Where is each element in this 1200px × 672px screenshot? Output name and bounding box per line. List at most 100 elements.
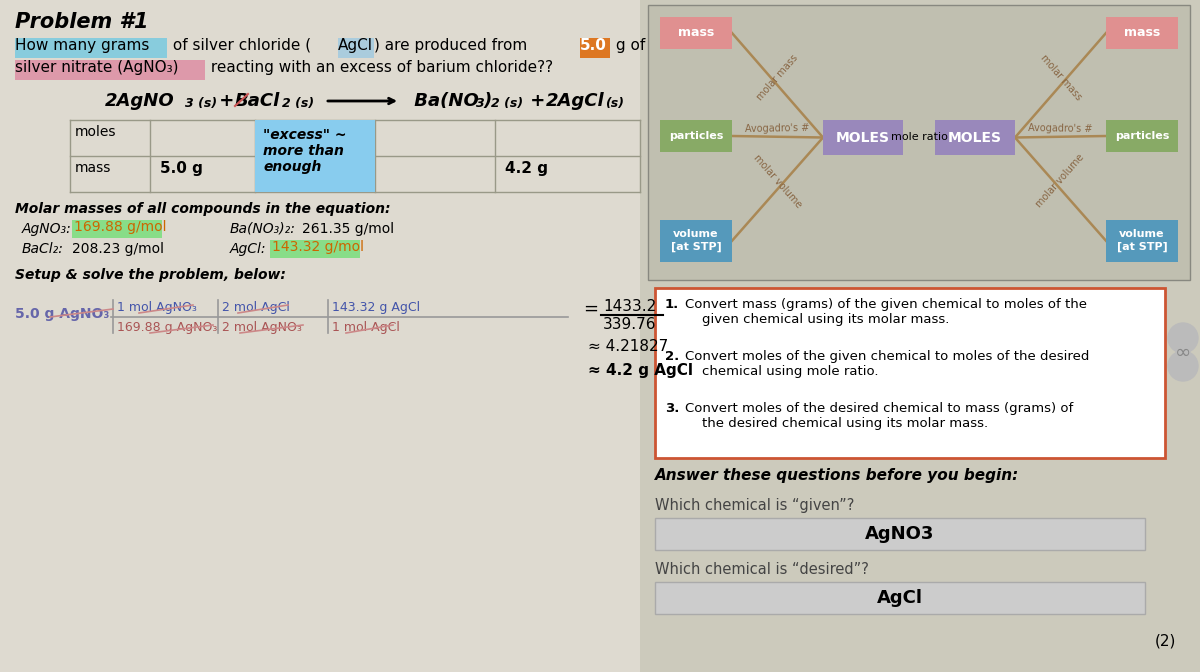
Bar (580, 38, 610, 58)
Text: 143.32 g AgCl: 143.32 g AgCl (332, 301, 420, 314)
Bar (1106, 220, 1178, 261)
Text: molar mass: molar mass (1038, 52, 1082, 102)
Text: 1 mol AgNO₃: 1 mol AgNO₃ (118, 301, 197, 314)
Text: 4.2 g: 4.2 g (505, 161, 548, 176)
Text: Which chemical is “desired”?: Which chemical is “desired”? (655, 562, 869, 577)
Bar (14, 60, 205, 80)
Text: AgNO₃:: AgNO₃: (22, 222, 72, 236)
Text: 2 (s): 2 (s) (282, 97, 314, 110)
Text: Setup & solve the problem, below:: Setup & solve the problem, below: (14, 268, 286, 282)
Text: Avogadro's #: Avogadro's # (1028, 123, 1093, 134)
Text: mass: mass (678, 26, 714, 40)
Text: 169.88 g/mol: 169.88 g/mol (74, 220, 167, 234)
Text: 261.35 g/mol: 261.35 g/mol (302, 222, 394, 236)
Text: 3.: 3. (665, 402, 679, 415)
Text: 208.23 g/mol: 208.23 g/mol (72, 242, 164, 256)
Text: 339.76: 339.76 (604, 317, 656, 332)
Text: ) are produced from: ) are produced from (374, 38, 527, 53)
Text: 2 mol AgCl: 2 mol AgCl (222, 301, 290, 314)
Text: mass: mass (74, 161, 112, 175)
Bar (1106, 120, 1178, 152)
Circle shape (1168, 351, 1198, 381)
Bar (655, 518, 1145, 550)
Text: 1 mol AgCl: 1 mol AgCl (332, 321, 400, 334)
Text: Ba(NO₃)₂:: Ba(NO₃)₂: (230, 222, 296, 236)
Text: (2): (2) (1154, 633, 1176, 648)
Text: volume
[at STP]: volume [at STP] (671, 229, 721, 252)
Text: ≈ 4.21827: ≈ 4.21827 (588, 339, 668, 354)
Bar (0, 0, 640, 672)
Circle shape (1168, 323, 1198, 353)
Bar (72, 220, 162, 238)
Text: AgCl: AgCl (877, 589, 923, 607)
Bar (640, 0, 1200, 672)
Bar (256, 120, 374, 192)
Text: 5.0 g AgNO₃: 5.0 g AgNO₃ (14, 307, 109, 321)
Bar (660, 120, 732, 152)
Text: 2AgNO: 2AgNO (106, 92, 175, 110)
Text: 169.88 g AgNO₃: 169.88 g AgNO₃ (118, 321, 217, 334)
Text: particles: particles (1115, 131, 1169, 141)
Text: 2.: 2. (665, 350, 679, 363)
Text: 2 mol AgNO₃: 2 mol AgNO₃ (222, 321, 302, 334)
Text: Which chemical is “given”?: Which chemical is “given”? (655, 498, 854, 513)
Text: BaCl₂:: BaCl₂: (22, 242, 64, 256)
Bar (935, 120, 1015, 155)
Text: Convert moles of the desired chemical to mass (grams) of
    the desired chemica: Convert moles of the desired chemical to… (685, 402, 1073, 430)
Text: molar volume: molar volume (751, 153, 804, 210)
Text: moles: moles (74, 125, 116, 139)
Text: molar volume: molar volume (1034, 153, 1086, 210)
Text: 5.0: 5.0 (580, 38, 607, 53)
Text: BaCl: BaCl (235, 92, 281, 110)
Text: 1433.2: 1433.2 (604, 299, 656, 314)
Text: ∞: ∞ (1175, 343, 1192, 362)
Text: 3 (s): 3 (s) (185, 97, 217, 110)
Text: 143.32 g/mol: 143.32 g/mol (272, 240, 364, 254)
Text: 2 (s): 2 (s) (491, 97, 523, 110)
Bar (660, 220, 732, 261)
Text: silver nitrate (AgNO₃): silver nitrate (AgNO₃) (14, 60, 179, 75)
Text: AgNO3: AgNO3 (865, 525, 935, 543)
Text: molar mass: molar mass (755, 52, 800, 102)
Text: of silver chloride (: of silver chloride ( (168, 38, 311, 53)
Text: (s): (s) (605, 97, 624, 110)
Text: "excess" ~: "excess" ~ (263, 128, 347, 142)
Text: more than: more than (263, 144, 344, 158)
Text: mole ratio: mole ratio (890, 132, 948, 142)
Text: MOLES: MOLES (836, 130, 890, 144)
Bar (660, 17, 732, 49)
Text: mass: mass (1124, 26, 1160, 40)
Text: +: + (524, 92, 552, 110)
Text: Convert mass (grams) of the given chemical to moles of the
    given chemical us: Convert mass (grams) of the given chemic… (685, 298, 1087, 326)
Text: enough: enough (263, 160, 322, 174)
Text: g of: g of (611, 38, 646, 53)
Text: particles: particles (668, 131, 724, 141)
Bar (1106, 17, 1178, 49)
Text: AgCl: AgCl (338, 38, 373, 53)
Text: Answer these questions before you begin:: Answer these questions before you begin: (655, 468, 1019, 483)
Bar (648, 5, 1190, 280)
Text: 5.0 g: 5.0 g (160, 161, 203, 176)
Text: ≈ 4.2 g AgCl: ≈ 4.2 g AgCl (588, 363, 694, 378)
Text: Molar masses of all compounds in the equation:: Molar masses of all compounds in the equ… (14, 202, 390, 216)
Text: Ba(NO: Ba(NO (408, 92, 479, 110)
Text: 2AgCl: 2AgCl (546, 92, 605, 110)
Bar (338, 38, 374, 58)
Text: AgCl:: AgCl: (230, 242, 266, 256)
Text: MOLES: MOLES (948, 130, 1002, 144)
Bar (655, 288, 1165, 458)
Bar (655, 582, 1145, 614)
Text: Convert moles of the given chemical to moles of the desired
    chemical using m: Convert moles of the given chemical to m… (685, 350, 1090, 378)
Bar (823, 120, 904, 155)
Text: ): ) (482, 92, 491, 110)
Bar (14, 38, 167, 58)
Text: +: + (214, 92, 241, 110)
Text: =: = (583, 300, 598, 318)
Text: Avogadro's #: Avogadro's # (745, 123, 810, 134)
Text: 3: 3 (476, 97, 485, 110)
Text: How many grams: How many grams (14, 38, 149, 53)
Text: 1.: 1. (665, 298, 679, 311)
Text: reacting with an excess of barium chloride??: reacting with an excess of barium chlori… (206, 60, 553, 75)
Text: Problem #1: Problem #1 (14, 12, 149, 32)
Bar (270, 240, 360, 258)
